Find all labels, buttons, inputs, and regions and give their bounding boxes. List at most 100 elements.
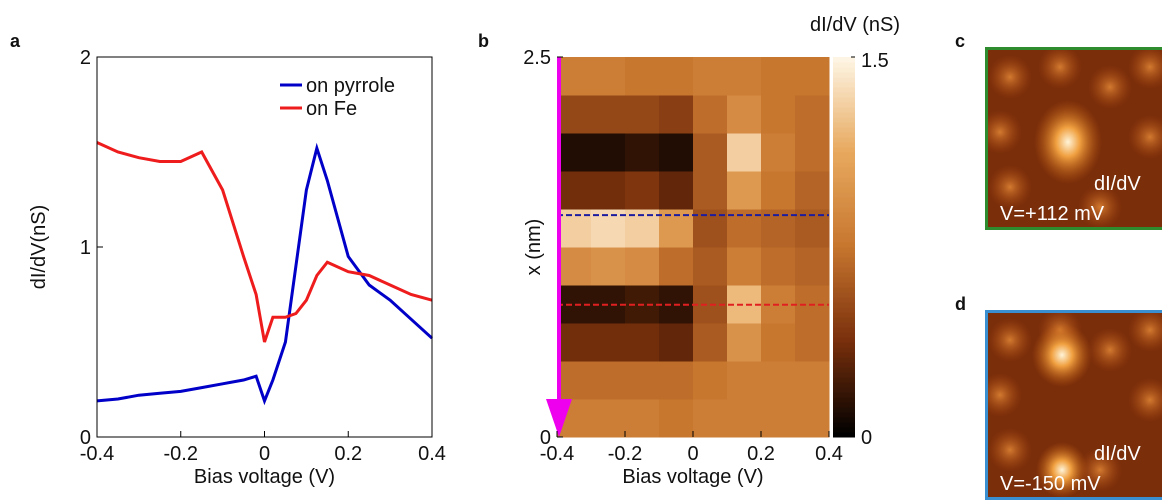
x-tick-label: 0.2 [747,443,775,465]
colorbar-segment [833,372,855,378]
heatmap-cell [761,361,796,400]
colorbar-segment [833,307,855,313]
heatmap-cell [591,361,626,400]
colorbar-segment [833,232,855,238]
colorbar-segment [833,92,855,98]
colorbar-segment [833,422,855,428]
panel-letter: d [955,294,966,314]
heatmap-cell [625,323,660,362]
heatmap-cell [761,171,796,210]
image-spot [988,318,1032,362]
heatmap-cell [727,361,762,400]
colorbar-segment [833,152,855,158]
image-label: dI/dV [1094,173,1141,195]
heatmap-cell [761,57,796,96]
heatmap-cell [557,247,592,286]
stm-image: dI/dV V=-150 mV [985,310,1162,500]
colorbar-segment [833,117,855,123]
colorbar-segment [833,142,855,148]
colorbar-tick-label: 0 [861,427,872,449]
colorbar-segment [833,147,855,153]
y-tick-label: 0 [540,427,551,449]
heatmap-cell [693,133,728,172]
colorbar-segment [833,312,855,318]
heatmap-cell [795,133,830,172]
heatmap-cell [625,399,660,438]
image-spot [1078,185,1122,229]
heatmap-cell [557,323,592,362]
colorbar-segment [833,397,855,403]
plot-frame [96,56,433,438]
heatmap-cell [659,399,694,438]
heatmap-cell [591,95,626,134]
colorbar-segment [833,297,855,303]
panel-letter: b [478,31,489,51]
y-tick-label: 2.5 [523,47,551,69]
x-tick-label: -0.2 [608,443,642,465]
heatmap-cell [795,399,830,438]
heatmap-cell [591,133,626,172]
image-spot [985,373,1022,417]
image-blob [1036,442,1088,498]
colorbar-segment [833,62,855,68]
heatmap-cell [693,323,728,362]
colorbar-segment [833,127,855,133]
colorbar-segment [833,82,855,88]
image-spot [1128,310,1162,352]
heatmap-cell [693,247,728,286]
heatmap-cell [761,95,796,134]
heatmap-cell [795,247,830,286]
heatmap-cell [727,57,762,96]
heatmap-cell [557,133,592,172]
colorbar-segment [833,87,855,93]
image-spot [1128,378,1162,422]
heatmap-cell [795,361,830,400]
heatmap-cell [557,171,592,210]
heatmap-cell [591,247,626,286]
colorbar-segment [833,302,855,308]
colorbar-segment [833,67,855,73]
image-label: dI/dV [1094,443,1141,465]
heatmap-cell [557,57,592,96]
heatmap-cell [659,247,694,286]
panel-letter: a [10,31,21,51]
colorbar-segment [833,132,855,138]
x-axis-label: Bias voltage (V) [194,466,335,488]
colorbar-segment [833,187,855,193]
x-tick-label: 0.4 [418,443,446,465]
colorbar-segment [833,122,855,128]
colorbar-segment [833,157,855,163]
colorbar-segment [833,242,855,248]
colorbar-segment [833,182,855,188]
colorbar-segment [833,172,855,178]
heatmap-cell [591,399,626,438]
panel-letter: c [955,31,965,51]
colorbar-segment [833,367,855,373]
colorbar-segment [833,352,855,358]
colorbar-segment [833,362,855,368]
colorbar-segment [833,202,855,208]
heatmap-cell [761,399,796,438]
legend-label: on pyrrole [306,75,395,97]
image-border [985,310,1162,500]
image-spot [1078,448,1122,492]
heatmap-cell [693,171,728,210]
colorbar-segment [833,137,855,143]
heatmap-cell [761,247,796,286]
image-spot [988,55,1032,99]
colorbar-segment [833,272,855,278]
x-tick-label: 0 [259,443,270,465]
colorbar-segment [833,57,855,63]
stm-image: dI/dV V=+112 mV [985,47,1162,230]
colorbar-segment [833,382,855,388]
x-axis-label: Bias voltage (V) [622,466,763,488]
arrow-head [546,399,572,437]
heatmap-cell [591,57,626,96]
heatmap-cell [659,361,694,400]
image-spot [985,110,1022,154]
image-blob [1034,100,1102,184]
colorbar-segment [833,337,855,343]
heatmap-cell [659,95,694,134]
colorbar-segment [833,217,855,223]
colorbar-segment [833,277,855,283]
